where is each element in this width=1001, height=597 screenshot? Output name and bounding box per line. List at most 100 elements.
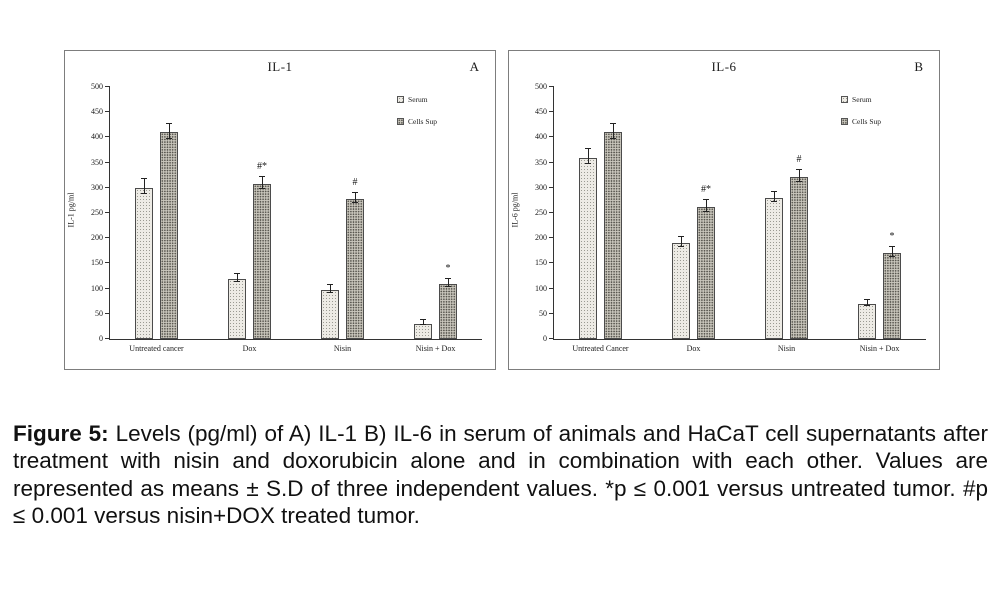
category-label: Nisin + Dox — [859, 344, 900, 353]
bar-group — [110, 87, 203, 339]
error-bar — [866, 299, 868, 306]
y-tick-mark — [105, 338, 110, 339]
y-tick-label: 150 — [535, 258, 547, 268]
error-bar-cap — [352, 201, 358, 203]
legend-swatch — [397, 96, 405, 103]
error-bar — [168, 123, 170, 139]
significance-annotation: # — [352, 176, 358, 188]
y-tick-mark — [549, 136, 554, 138]
y-tick-label: 0 — [543, 334, 547, 343]
y-tick-mark — [105, 262, 110, 264]
error-bar-cap — [259, 187, 265, 189]
y-tick-mark — [549, 262, 554, 264]
error-bar-cap — [771, 200, 777, 202]
error-bar-cap — [703, 211, 709, 212]
error-bar — [891, 247, 893, 258]
significance-annotation: #* — [257, 160, 267, 172]
y-tick-label: 300 — [91, 182, 103, 192]
error-bar-cap — [352, 191, 358, 193]
legend-item: Cells Sup — [841, 117, 881, 126]
y-tick-label: 450 — [535, 107, 547, 117]
y-tick-label: 400 — [535, 132, 547, 142]
error-bar-cap — [141, 193, 147, 195]
y-tick-mark — [549, 86, 554, 87]
bar-cells-sup — [604, 122, 622, 339]
significance-annotation: * — [445, 262, 451, 274]
y-tick-label: 350 — [535, 157, 547, 167]
legend-label: Serum — [408, 95, 428, 104]
y-tick-mark — [105, 287, 110, 289]
y-tick-label: 400 — [91, 132, 103, 142]
error-bar-cap — [610, 137, 616, 139]
error-bar — [236, 273, 238, 282]
bar-cells-sup — [160, 122, 178, 339]
bar-serum — [414, 319, 432, 339]
error-bar-cap — [703, 198, 709, 200]
error-bar — [143, 179, 145, 195]
significance-annotation: #* — [701, 183, 711, 195]
chart-title: IL-1 — [267, 59, 293, 74]
bar-group: * — [833, 87, 926, 339]
y-tick-mark — [105, 111, 110, 113]
error-bar-cap — [234, 272, 240, 274]
bar-group: #* — [647, 87, 740, 339]
bar-serum — [228, 272, 246, 339]
y-tick-label: 500 — [535, 82, 547, 91]
legend-swatch — [397, 118, 405, 125]
y-tick-mark — [549, 212, 554, 213]
error-bar-cap — [259, 175, 265, 177]
error-bar-cap — [585, 148, 591, 149]
error-bar-cap — [585, 163, 591, 165]
bar-cells-sup: # — [790, 154, 808, 339]
bar-group: # — [296, 87, 389, 339]
bar-serum — [135, 178, 153, 339]
y-tick-mark — [549, 237, 554, 239]
charts-row: IL-1 A IL-1 pg/ml 0 50 100 150 200 250 300 350 400 4… — [64, 0, 1001, 370]
plot-area: Untreated cancer #* Dox # Nisin * Nisin + Dox S… — [105, 86, 482, 353]
legend-label: Cells Sup — [408, 117, 437, 126]
y-tick-label: 150 — [91, 258, 103, 268]
bar-cells-sup: * — [439, 263, 457, 339]
y-tick-label: 350 — [91, 157, 103, 167]
y-tick-mark — [105, 161, 110, 163]
y-tick-label: 250 — [91, 208, 103, 217]
y-tick-label: 50 — [539, 308, 547, 318]
category-label: Untreated Cancer — [572, 344, 629, 353]
y-tick-label: 250 — [535, 208, 547, 217]
category-label: Nisin — [333, 344, 352, 353]
panel-letter: A — [469, 59, 479, 74]
bar-serum — [321, 284, 339, 339]
error-bar — [612, 123, 614, 139]
significance-annotation: # — [796, 153, 802, 165]
bar-group — [554, 87, 647, 339]
y-tick-mark — [105, 86, 110, 87]
error-bar-cap — [889, 246, 895, 248]
bar-cells-sup: #* — [697, 184, 715, 339]
error-bar — [773, 191, 775, 202]
error-bar-cap — [864, 304, 870, 306]
y-tick-mark — [105, 186, 110, 188]
error-bar — [261, 176, 263, 189]
error-bar-cap — [445, 277, 451, 279]
error-bar — [354, 192, 356, 203]
error-bar-cap — [141, 178, 147, 180]
error-bar-cap — [166, 122, 172, 124]
legend: Serum Cells Sup — [397, 95, 437, 139]
y-tick-label: 200 — [91, 233, 103, 243]
y-tick-label: 450 — [91, 107, 103, 117]
error-bar-cap — [678, 246, 684, 248]
error-bar-cap — [889, 256, 895, 258]
bar-serum — [858, 298, 876, 339]
legend: Serum Cells Sup — [841, 95, 881, 139]
plot-area: Untreated Cancer #* Dox # Nisin * Nisin + Dox S… — [549, 86, 926, 353]
y-tick-mark — [105, 212, 110, 213]
error-bar-cap — [234, 280, 240, 282]
chart-panel-il1: IL-1 A IL-1 pg/ml 0 50 100 150 200 250 300 350 400 4… — [64, 50, 496, 370]
legend-label: Cells Sup — [852, 117, 881, 126]
y-tick-mark — [105, 237, 110, 239]
error-bar-cap — [864, 298, 870, 300]
category-label: Nisin — [777, 344, 796, 353]
error-bar — [680, 237, 682, 248]
y-tick-label: 200 — [535, 233, 547, 243]
